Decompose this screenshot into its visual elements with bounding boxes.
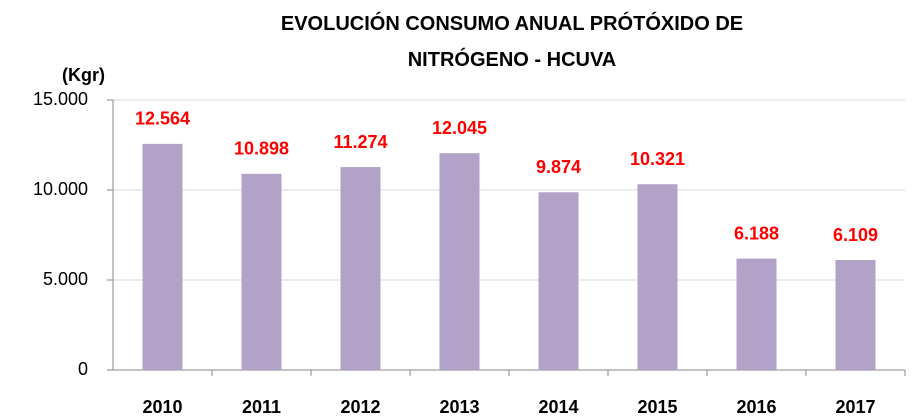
data-label: 12.564 — [135, 109, 190, 129]
x-tick-label: 2015 — [637, 397, 677, 417]
x-tick-label: 2013 — [439, 397, 479, 417]
bar — [439, 153, 480, 370]
bar — [637, 184, 678, 370]
x-tick-label: 2010 — [142, 397, 182, 417]
y-tick-label: 0 — [78, 359, 88, 379]
y-axis-label: (Kgr) — [62, 65, 105, 85]
data-label: 6.188 — [734, 223, 779, 243]
y-tick-label: 5.000 — [43, 269, 88, 289]
data-label: 6.109 — [833, 225, 878, 245]
x-tick-label: 2011 — [242, 397, 281, 417]
bar — [835, 260, 876, 370]
y-tick-label: 15.000 — [33, 89, 88, 109]
x-tick-label: 2016 — [736, 397, 776, 417]
y-tick-label: 10.000 — [33, 179, 88, 199]
data-label: 10.321 — [630, 149, 685, 169]
x-tick-label: 2017 — [835, 397, 875, 417]
x-tick-label: 2014 — [538, 397, 578, 417]
data-label: 10.898 — [234, 139, 289, 159]
bar — [538, 192, 579, 370]
chart-title: EVOLUCIÓN CONSUMO ANUAL PRÓTÓXIDO DE NIT… — [280, 13, 744, 71]
data-label: 9.874 — [536, 157, 581, 177]
bar — [340, 167, 381, 370]
data-label: 12.045 — [432, 118, 487, 138]
bar — [241, 173, 282, 370]
data-label: 11.274 — [333, 132, 387, 152]
bar — [142, 143, 183, 370]
bar — [736, 258, 777, 370]
x-tick-label: 2012 — [340, 397, 380, 417]
